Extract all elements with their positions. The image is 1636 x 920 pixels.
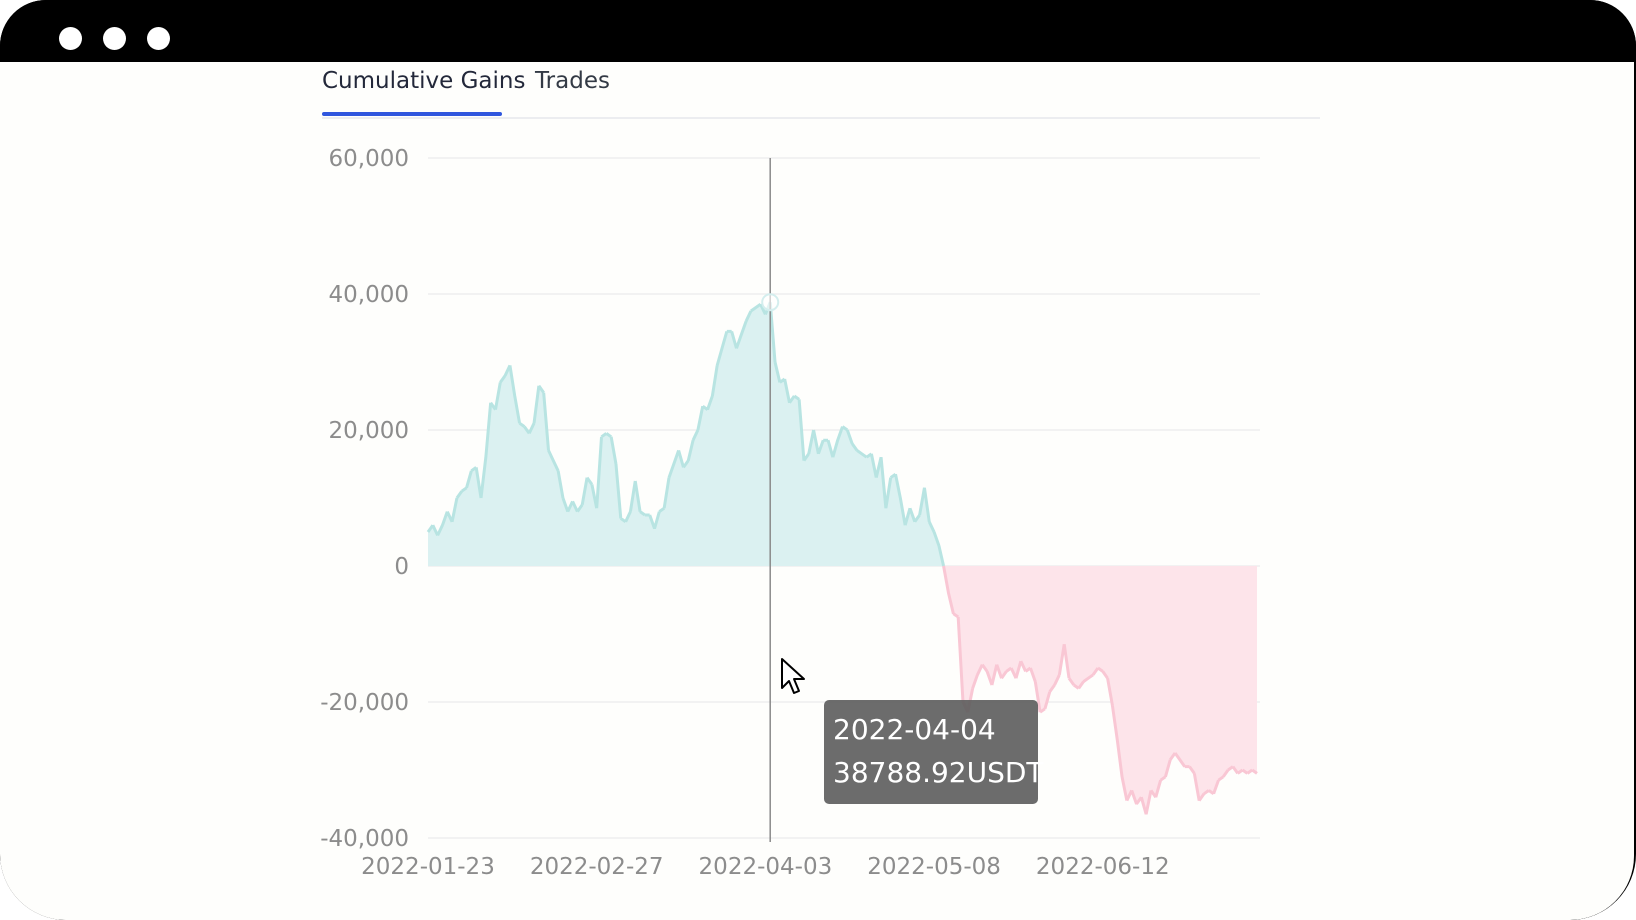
tab-cumulative-gains[interactable]: Cumulative Gains xyxy=(322,68,526,94)
y-tick-label: 60,000 xyxy=(329,146,409,172)
positive-line xyxy=(426,301,946,567)
x-tick-label: 2022-05-08 xyxy=(867,854,1001,880)
tooltip-date: 2022-04-04 xyxy=(833,713,996,746)
negative-area xyxy=(428,566,1257,815)
y-tick-label: 0 xyxy=(394,554,409,580)
window-control-dot[interactable] xyxy=(147,27,170,50)
window-titlebar xyxy=(0,0,1636,62)
y-tick-label: 20,000 xyxy=(329,418,409,444)
positive-area xyxy=(428,302,1257,566)
x-tick-label: 2022-06-12 xyxy=(1036,854,1170,880)
highlight-point xyxy=(761,293,780,312)
mouse-pointer-icon xyxy=(781,658,805,694)
active-tab-indicator xyxy=(322,112,502,116)
tooltip-value: 38788.92USDT xyxy=(833,756,1044,789)
chart-tooltip: 2022-04-04 38788.92USDT xyxy=(824,700,1044,804)
x-tick-label: 2022-01-23 xyxy=(361,854,495,880)
page-content: Cumulative Gains Trades 60,000 40,000 20,0… xyxy=(0,62,1634,920)
tab-bar: Cumulative Gains Trades xyxy=(322,62,1320,119)
window-control-dot[interactable] xyxy=(59,27,82,50)
tab-trades[interactable]: Trades xyxy=(535,68,610,94)
negative-line xyxy=(942,565,1258,815)
cumulative-gains-chart[interactable]: 60,000 40,000 20,000 0 -20,000 -40,0002022-01… xyxy=(0,62,1634,920)
y-tick-label: 40,000 xyxy=(329,282,409,308)
y-tick-label: -40,000 xyxy=(320,826,409,852)
x-tick-label: 2022-02-27 xyxy=(530,854,664,880)
window-control-dot[interactable] xyxy=(103,27,126,50)
x-tick-label: 2022-04-03 xyxy=(699,854,833,880)
y-tick-label: -20,000 xyxy=(320,690,409,716)
